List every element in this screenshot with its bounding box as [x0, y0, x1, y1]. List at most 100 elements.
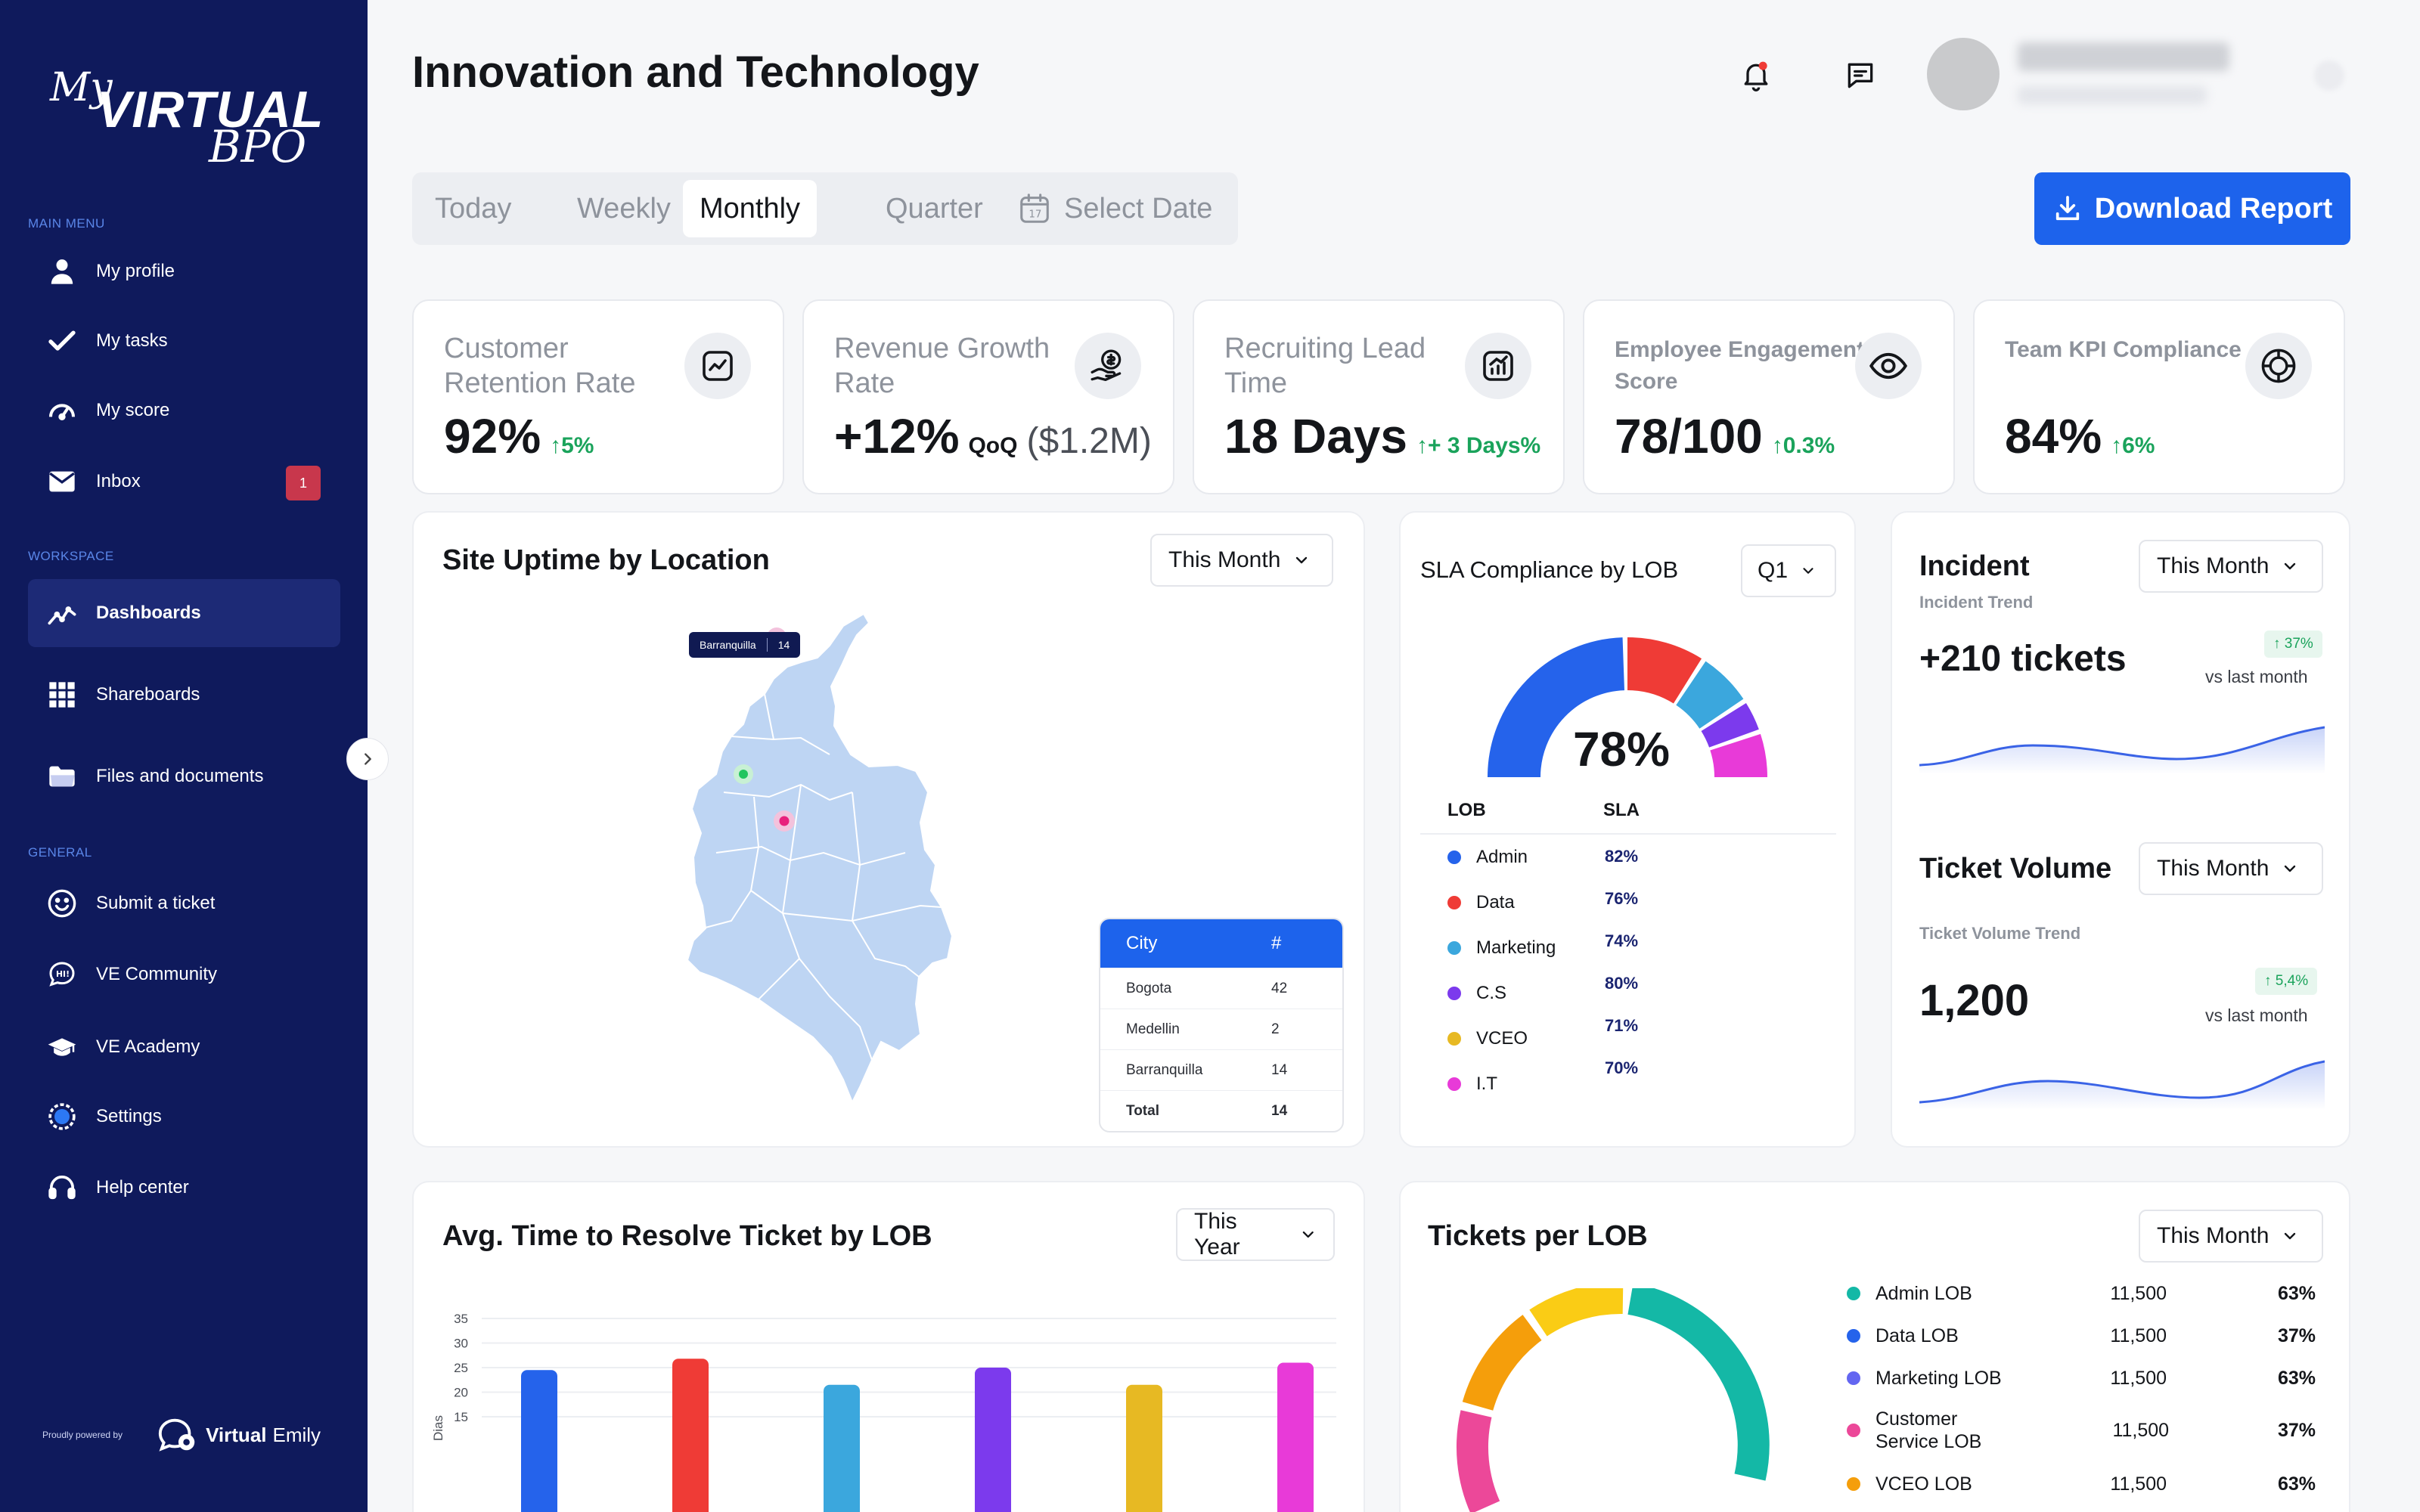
sla-row-value: 76% [1605, 889, 1639, 908]
table-cell-city: Barranquilla [1126, 1061, 1203, 1078]
sla-gauge-segment-admin[interactable] [1488, 637, 1625, 778]
panel-title: Tickets per LOB [1428, 1220, 1648, 1252]
avg-time-period-dropdown[interactable]: This Year [1176, 1208, 1335, 1261]
kpi-card-team-kpi-compliance[interactable]: Team KPI Compliance 84% ↑6% [1973, 299, 2345, 494]
check-icon [28, 307, 96, 375]
tickets-lob-donut[interactable] [1446, 1288, 1771, 1512]
sidebar-item-submit-a-ticket[interactable]: Submit a ticket [28, 869, 340, 937]
sla-row-value: 74% [1605, 931, 1639, 950]
table-row[interactable]: Medellin 2 [1100, 1009, 1342, 1049]
chat-hi-icon: HI! [28, 940, 96, 1009]
avatar[interactable] [1927, 38, 2000, 110]
table-row[interactable]: Bogota 42 [1100, 968, 1342, 1009]
ticket-volume-period-dropdown[interactable]: This Month [2139, 842, 2323, 895]
sidebar-item-label: Settings [96, 1106, 162, 1126]
sidebar-item-inbox[interactable]: Inbox 1 [28, 448, 340, 516]
legend-dot [1447, 941, 1461, 955]
avg-time-bar-chart[interactable]: Dias 35 30 25 20 15 [429, 1288, 1351, 1512]
kpi-value: 92% [444, 409, 541, 463]
sla-period-dropdown[interactable]: Q1 [1741, 544, 1836, 597]
tab-quarter[interactable]: Quarter [886, 192, 983, 225]
tab-select-date-label: Select Date [1064, 192, 1213, 225]
sidebar-item-dashboards[interactable]: Dashboards [28, 579, 340, 647]
collapse-sidebar-button[interactable] [346, 738, 389, 780]
y-axis-label: Dias [431, 1415, 445, 1441]
panel-title: Ticket Volume [1919, 853, 2112, 885]
sidebar-item-label: VE Community [96, 964, 218, 984]
kpi-card-employee-engagement[interactable]: Employee Engagement Score 78/100 ↑0.3% [1583, 299, 1955, 494]
download-report-button[interactable]: Download Report [2034, 172, 2350, 245]
lob-pct: 63% [2277, 1282, 2316, 1304]
bar-data[interactable] [672, 1359, 709, 1512]
messages-button[interactable] [1839, 54, 1882, 97]
uptime-period-dropdown[interactable]: This Month [1150, 534, 1333, 587]
table-row[interactable]: Barranquilla 14 [1100, 1049, 1342, 1090]
sla-gauge-segment-data[interactable] [1626, 637, 1702, 704]
sla-gauge-segment-it[interactable] [1710, 733, 1767, 779]
bar-cs[interactable] [975, 1368, 1011, 1512]
sidebar-item-my-score[interactable]: My score [28, 376, 340, 445]
sidebar-item-help-center[interactable]: Help center [28, 1154, 340, 1222]
sla-row-value: 70% [1605, 1058, 1639, 1077]
sla-gauge[interactable]: 78% [1476, 626, 1779, 785]
sidebar-item-my-tasks[interactable]: My tasks [28, 307, 340, 375]
graduation-cap-icon [28, 1013, 96, 1081]
tickets-lob-period-dropdown[interactable]: This Month [2139, 1210, 2323, 1263]
tab-select-date[interactable]: 17 Select Date [1001, 180, 1229, 237]
table-row-total: Total 14 [1100, 1090, 1342, 1131]
headset-icon [28, 1154, 96, 1222]
sla-row-cs[interactable]: C.S [1447, 983, 1674, 1004]
bar-it[interactable] [1277, 1362, 1314, 1512]
tickets-per-lob-panel: Tickets per LOB This Month Admin LOB 11,5… [1399, 1181, 2350, 1512]
bar-admin[interactable] [521, 1370, 557, 1512]
incident-panel: Incident This Month Incident Trend +210 … [1891, 511, 2350, 1148]
user-info-blurred[interactable] [2018, 42, 2229, 104]
tab-monthly[interactable]: Monthly [683, 180, 818, 237]
lob-row-marketing[interactable]: Marketing LOB 11,500 63% [1847, 1359, 2316, 1397]
tab-today[interactable]: Today [435, 192, 512, 225]
lob-row-vceo[interactable]: VCEO LOB 11,500 63% [1847, 1465, 2316, 1503]
sidebar-item-files-and-documents[interactable]: Files and documents [28, 742, 340, 810]
kpi-card-recruiting-lead-time[interactable]: Recruiting Lead Time 18 Days ↑+ 3 Days% [1193, 299, 1565, 494]
city-table-header: City # [1100, 919, 1342, 968]
lob-row-data[interactable]: Data LOB 11,500 37% [1847, 1317, 2316, 1355]
map-tooltip-value: 14 [777, 639, 790, 651]
brand-light: Emily [272, 1423, 321, 1446]
notifications-button[interactable] [1735, 54, 1777, 97]
sidebar-item-shareboards[interactable]: Shareboards [28, 661, 340, 729]
sla-gauge-segment-marketing[interactable] [1675, 661, 1744, 730]
sidebar-item-settings[interactable]: Settings [28, 1083, 340, 1151]
sidebar-item-my-profile[interactable]: My profile [28, 237, 340, 305]
kpi-title: Employee Engagement Score [1615, 337, 1865, 394]
calendar-day: 17 [1028, 209, 1041, 221]
legend-dot [1847, 1424, 1860, 1437]
svg-text:HI!: HI! [56, 969, 70, 979]
kpi-card-revenue-growth[interactable]: Revenue Growth Rate +12% QoQ ($1.2M) [802, 299, 1174, 494]
bar-vceo[interactable] [1126, 1384, 1162, 1512]
virtual-bpo-logo[interactable]: My VIRTUAL BPO [50, 60, 323, 174]
incident-trend-sparkline[interactable] [1919, 699, 2325, 774]
lob-row-admin[interactable]: Admin LOB 11,500 63% [1847, 1275, 2316, 1312]
trend-icon [684, 333, 751, 399]
chevron-down-icon [2285, 562, 2296, 570]
logo-my: My [50, 65, 113, 110]
user-menu-chevron-icon[interactable] [2314, 60, 2344, 91]
logo-virtual: VIRTUAL [97, 81, 324, 138]
sla-gauge-segment-cs[interactable] [1701, 702, 1759, 748]
tab-weekly[interactable]: Weekly [577, 192, 671, 225]
kpi-card-customer-retention[interactable]: Customer Retention Rate 92% ↑5% [412, 299, 784, 494]
sla-row-marketing[interactable]: Marketing [1447, 937, 1674, 959]
sla-row-data[interactable]: Data [1447, 892, 1674, 913]
sla-row-admin[interactable]: Admin [1447, 847, 1674, 868]
lob-row-customer-service[interactable]: Customer Service LOB 11,500 37% [1847, 1406, 2316, 1455]
ticket-volume-trend-sparkline[interactable] [1919, 1034, 2325, 1110]
city-table: City # Bogota 42 Medellin 2 Barranquilla 14 … [1099, 918, 1344, 1132]
bar-marketing[interactable] [824, 1384, 860, 1512]
sla-gauge-center-value: 78% [1573, 722, 1670, 776]
sla-row-it[interactable]: I.T [1447, 1074, 1674, 1095]
colombia-map[interactable] [603, 603, 1026, 1117]
sla-row-vceo[interactable]: VCEO [1447, 1028, 1674, 1049]
sidebar-item-ve-academy[interactable]: VE Academy [28, 1013, 340, 1081]
sidebar-item-ve-community[interactable]: HI! VE Community [28, 940, 340, 1009]
incident-period-dropdown[interactable]: This Month [2139, 540, 2323, 593]
